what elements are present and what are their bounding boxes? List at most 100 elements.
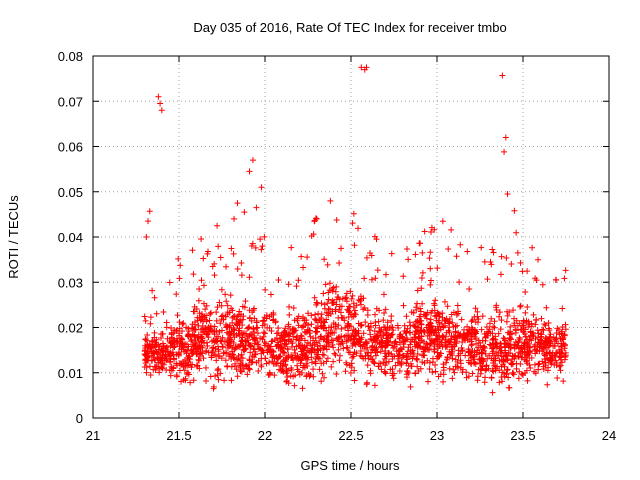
data-point (492, 333, 499, 340)
data-point (336, 259, 343, 266)
data-point (482, 337, 489, 344)
data-point (324, 332, 331, 339)
data-point (355, 225, 362, 232)
data-point (323, 346, 330, 353)
data-point (214, 304, 221, 311)
data-point (446, 348, 453, 355)
data-point (332, 288, 339, 295)
data-point (283, 354, 290, 361)
data-point (532, 321, 539, 328)
data-point (506, 384, 513, 391)
data-point (146, 363, 153, 370)
data-point (147, 345, 154, 352)
data-point (401, 322, 408, 329)
data-point (326, 280, 333, 287)
data-point (146, 208, 153, 215)
data-point (336, 357, 343, 364)
data-point (231, 215, 238, 222)
data-point (517, 303, 524, 310)
data-point (480, 357, 487, 364)
x-tick-label: 24 (602, 428, 616, 443)
data-point (218, 286, 225, 293)
data-point (170, 336, 177, 343)
data-point (389, 353, 396, 360)
data-point (313, 329, 320, 336)
data-point (532, 370, 539, 377)
data-point (323, 358, 330, 365)
data-point (382, 306, 389, 313)
data-point (508, 361, 515, 368)
y-tick-label: 0.04 (58, 230, 83, 245)
data-point (216, 353, 223, 360)
data-point (215, 243, 222, 250)
data-point (235, 312, 242, 319)
data-point (388, 250, 395, 257)
data-point (427, 265, 434, 272)
data-point (268, 311, 275, 318)
data-point (489, 246, 496, 253)
data-point (453, 253, 460, 260)
data-point (490, 249, 497, 256)
data-point (288, 365, 295, 372)
data-point (453, 363, 460, 370)
data-point (329, 297, 336, 304)
data-point (509, 352, 516, 359)
data-point (388, 331, 395, 338)
data-point (330, 344, 337, 351)
data-point (535, 330, 542, 337)
data-point (347, 288, 354, 295)
data-point (287, 337, 294, 344)
data-point (463, 369, 470, 376)
data-point (469, 347, 476, 354)
data-point (494, 352, 501, 359)
data-point (451, 336, 458, 343)
data-point (305, 370, 312, 377)
data-point (479, 313, 486, 320)
data-point (239, 331, 246, 338)
data-point (513, 317, 520, 324)
data-point (372, 347, 379, 354)
data-point (502, 349, 509, 356)
y-tick-label: 0.01 (58, 366, 83, 381)
data-point (192, 345, 199, 352)
data-point (163, 324, 170, 331)
data-point (441, 316, 448, 323)
data-point (526, 336, 533, 343)
data-point (274, 359, 281, 366)
data-point (228, 328, 235, 335)
data-point (390, 375, 397, 382)
data-point (262, 286, 269, 293)
data-point (342, 368, 349, 375)
data-point (189, 341, 196, 348)
data-point (468, 336, 475, 343)
data-point (522, 326, 529, 333)
data-point (286, 303, 293, 310)
data-point (311, 346, 318, 353)
data-point (406, 329, 413, 336)
data-point (423, 315, 430, 322)
data-point (450, 309, 457, 316)
data-point (346, 362, 353, 369)
data-point (426, 359, 433, 366)
data-point (275, 325, 282, 332)
data-point (435, 345, 442, 352)
data-point (187, 379, 194, 386)
data-point (344, 320, 351, 327)
data-point (481, 379, 488, 386)
data-point (421, 228, 428, 235)
data-point (238, 337, 245, 344)
data-point (500, 335, 507, 342)
y-tick-label: 0.02 (58, 321, 83, 336)
data-point (318, 360, 325, 367)
data-point (348, 313, 355, 320)
data-point (427, 316, 434, 323)
data-point (189, 247, 196, 254)
data-point (227, 292, 234, 299)
data-point (524, 341, 531, 348)
data-point (247, 342, 254, 349)
data-point (157, 100, 164, 107)
data-point (493, 307, 500, 314)
data-point (497, 340, 504, 347)
data-point (530, 333, 537, 340)
data-point (374, 267, 381, 274)
